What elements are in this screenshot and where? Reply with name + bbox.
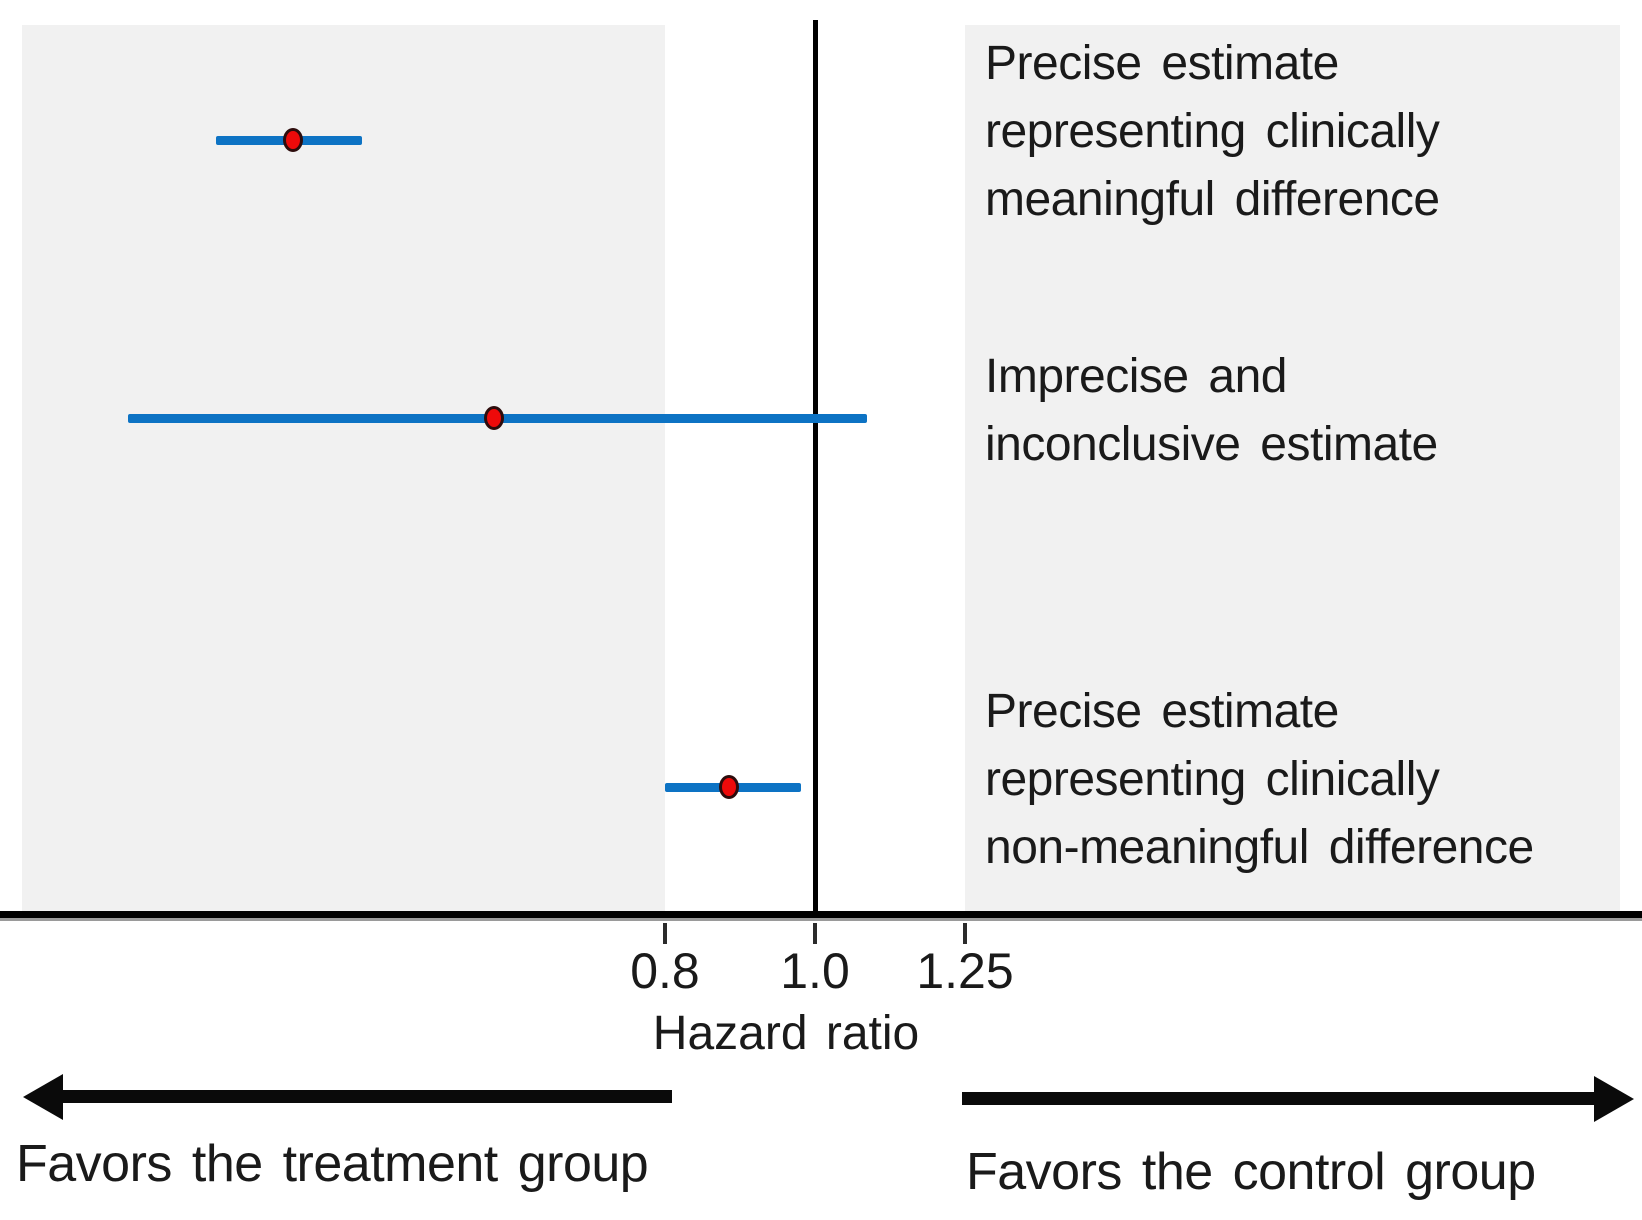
shaded-region-right <box>965 25 1620 917</box>
right-arrow-head-icon <box>1594 1076 1634 1122</box>
series-label-line: representing clinically <box>985 105 1440 158</box>
point-estimate-dot <box>282 128 303 152</box>
axis-tick-label-1-0: 1.0 <box>780 943 850 999</box>
series-label-precise-non-meaningful: Precise estimate representing clinically… <box>985 678 1534 882</box>
axis-tick-label-1-25: 1.25 <box>916 943 1014 999</box>
x-axis-line <box>0 911 1642 921</box>
series-label-line: Precise estimate <box>985 37 1339 90</box>
right-arrow-shaft <box>962 1092 1594 1105</box>
series-label-line: inconclusive estimate <box>985 418 1438 471</box>
series-label-imprecise: Imprecise and inconclusive estimate <box>985 343 1438 479</box>
shaded-region-left <box>22 25 665 917</box>
series-label-precise-meaningful: Precise estimate representing clinically… <box>985 30 1440 234</box>
x-axis-title: Hazard ratio <box>652 1007 920 1060</box>
series-label-line: non-meaningful difference <box>985 821 1534 874</box>
series-label-line: representing clinically <box>985 753 1440 806</box>
axis-tick-mark-1-0 <box>813 923 817 944</box>
favors-control-label: Favors the control group <box>966 1143 1536 1201</box>
axis-tick-mark-0-8 <box>662 923 667 944</box>
point-estimate-dot <box>719 775 740 799</box>
series-label-line: Imprecise and <box>985 350 1287 403</box>
series-label-line: meaningful difference <box>985 173 1440 226</box>
reference-line-hr-1 <box>813 20 818 917</box>
series-label-line: Precise estimate <box>985 685 1339 738</box>
left-arrow-head-icon <box>23 1074 63 1120</box>
point-estimate-dot <box>483 406 504 430</box>
axis-tick-mark-1-25 <box>963 923 968 944</box>
left-arrow-shaft <box>56 1090 672 1103</box>
favors-treatment-label: Favors the treatment group <box>16 1135 649 1193</box>
axis-tick-label-0-8: 0.8 <box>630 943 700 999</box>
